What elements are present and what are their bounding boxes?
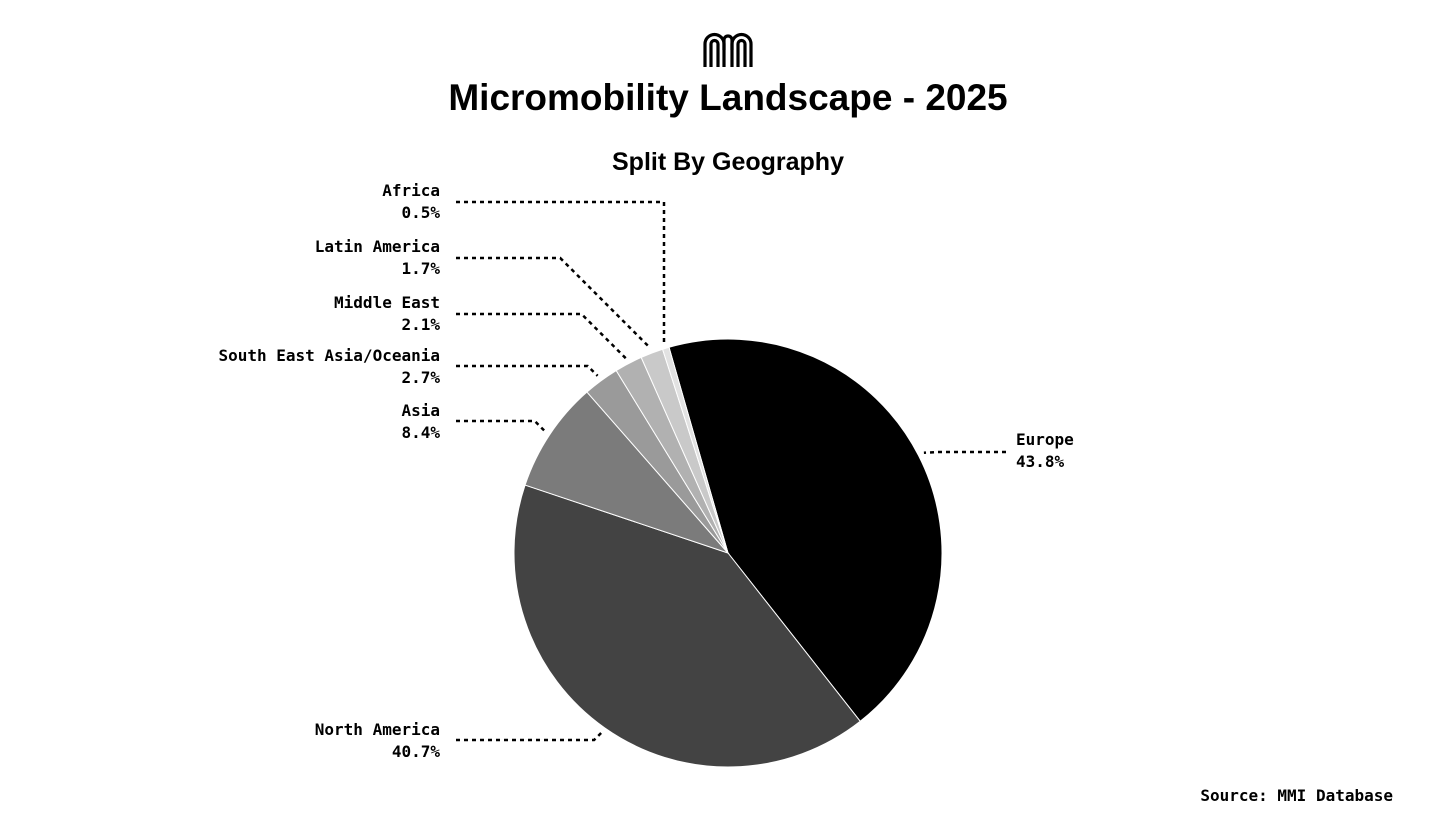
leader-line-north-america <box>456 731 603 742</box>
slice-label-asia: Asia <box>401 401 440 420</box>
chart-subtitle: Split By Geography <box>612 148 844 176</box>
slice-label-africa: Africa <box>382 181 440 200</box>
source-note: Source: MMI Database <box>1200 786 1393 805</box>
slice-value-latin-america: 1.7% <box>401 259 440 278</box>
slice-value-europe: 43.8% <box>1016 452 1065 471</box>
slice-value-africa: 0.5% <box>401 203 440 222</box>
slice-value-south-east-asia-oceania: 2.7% <box>401 368 440 387</box>
slice-label-latin-america: Latin America <box>315 237 440 256</box>
mmi-logo-icon <box>703 32 753 67</box>
slice-label-middle-east: Middle East <box>334 293 440 312</box>
chart-title: Micromobility Landscape - 2025 <box>448 77 1007 118</box>
leader-line-latin-america <box>456 256 651 349</box>
slice-value-asia: 8.4% <box>401 423 440 442</box>
slice-label-europe: Europe <box>1016 430 1074 449</box>
leader-line-south-east-asia-oceania <box>456 364 599 377</box>
leader-line-africa <box>456 200 666 343</box>
pie-slice-asia <box>524 391 730 555</box>
slice-value-north-america: 40.7% <box>392 742 441 761</box>
pie-slice-africa <box>661 346 729 554</box>
leader-line-asia <box>456 419 546 432</box>
slice-label-north-america: North America <box>315 720 440 739</box>
leader-line-europe <box>923 450 1006 455</box>
slice-value-middle-east: 2.1% <box>401 315 440 334</box>
slice-label-south-east-asia-oceania: South East Asia/Oceania <box>218 346 440 365</box>
pie-slice-europe <box>668 338 943 722</box>
leader-line-middle-east <box>456 312 627 360</box>
pie-slice-north-america <box>513 484 861 768</box>
